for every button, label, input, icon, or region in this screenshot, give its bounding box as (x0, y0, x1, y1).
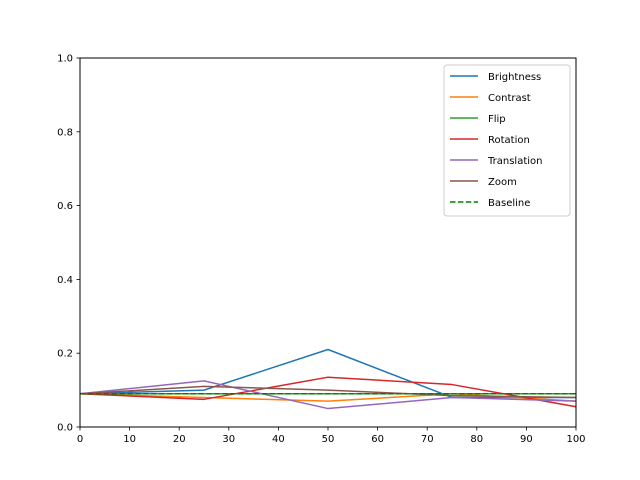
legend-label-baseline: Baseline (488, 198, 530, 209)
y-tick-label: 0.8 (57, 127, 73, 138)
legend-label-brightness: Brightness (488, 72, 541, 83)
x-tick-label: 10 (123, 434, 136, 445)
y-tick-label: 0.6 (57, 201, 73, 212)
legend-label-translation: Translation (487, 156, 543, 167)
x-tick-label: 40 (272, 434, 285, 445)
y-tick-label: 1.0 (57, 54, 73, 65)
x-tick-label: 20 (173, 434, 186, 445)
y-tick-label: 0.4 (57, 275, 73, 286)
series-line-zoom (79, 385, 577, 399)
y-axis: 0.0 0.2 0.4 0.6 0.8 1.0 (57, 54, 80, 434)
series-line-rotation (79, 376, 577, 408)
legend-label-zoom: Zoom (488, 177, 517, 188)
x-tick-label: 100 (566, 434, 585, 445)
legend: Brightness Contrast Flip Rotation Translatio… (443, 64, 571, 217)
x-tick-label: 60 (371, 434, 384, 445)
legend-label-flip: Flip (488, 114, 506, 125)
x-tick-label: 30 (222, 434, 235, 445)
y-tick-label: 0.0 (57, 423, 73, 434)
x-tick-label: 0 (77, 434, 83, 445)
series-line-brightness (79, 348, 576, 399)
x-tick-label: 70 (421, 434, 434, 445)
legend-label-contrast: Contrast (488, 93, 531, 104)
legend-box (443, 64, 571, 217)
series-layer (79, 348, 577, 410)
y-tick-label: 0.2 (57, 349, 73, 360)
x-tick-label: 80 (470, 434, 483, 445)
legend-label-rotation: Rotation (488, 135, 530, 146)
x-axis: 0 10 20 30 40 50 60 70 80 90 100 (77, 427, 586, 445)
x-tick-label: 90 (520, 434, 533, 445)
series-line-translation (79, 380, 577, 410)
x-tick-label: 50 (322, 434, 335, 445)
